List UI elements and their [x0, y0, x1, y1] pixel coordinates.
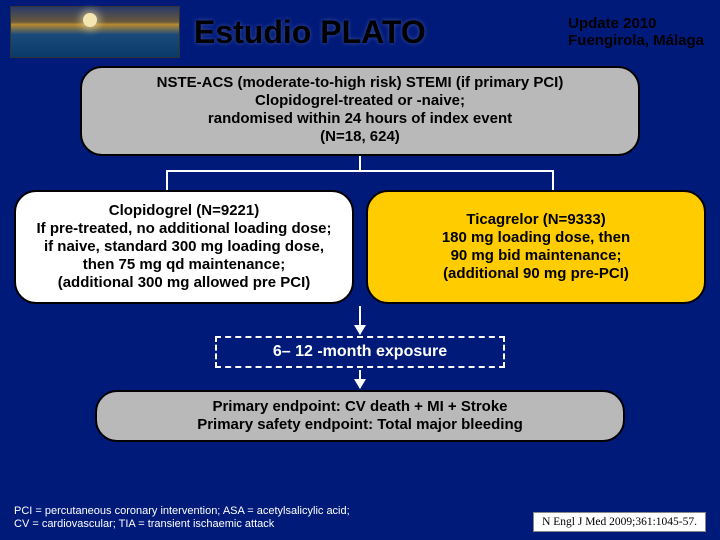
arm-right-line2: 180 mg loading dose, then	[442, 229, 630, 246]
population-line4: (N=18, 624)	[320, 128, 400, 145]
header: Estudio PLATO Update 2010 Fuengirola, Má…	[0, 0, 720, 62]
connector-split	[80, 156, 640, 190]
population-box: NSTE-ACS (moderate-to-high risk) STEMI (…	[80, 66, 640, 156]
connector-hbar	[166, 170, 554, 172]
endpoint-line1: Primary endpoint: CV death + MI + Stroke	[212, 398, 507, 415]
exposure-box: 6– 12 -month exposure	[215, 336, 505, 368]
arm-right-line4: (additional 90 mg pre-PCI)	[443, 265, 629, 282]
arm-clopidogrel: Clopidogrel (N=9221) If pre-treated, no …	[14, 190, 354, 304]
endpoint-line2: Primary safety endpoint: Total major ble…	[197, 416, 523, 433]
connector-drop-right	[552, 170, 554, 190]
abbreviations: PCI = percutaneous coronary intervention…	[14, 505, 350, 533]
header-photo	[10, 6, 180, 58]
flowchart: NSTE-ACS (moderate-to-high risk) STEMI (…	[0, 62, 720, 442]
population-line3: randomised within 24 hours of index even…	[208, 110, 512, 127]
population-line1: NSTE-ACS (moderate-to-high risk) STEMI (…	[157, 74, 564, 91]
citation-badge: N Engl J Med 2009;361:1045-57.	[533, 512, 706, 532]
arms-row: Clopidogrel (N=9221) If pre-treated, no …	[12, 190, 708, 304]
arrow-to-endpoint	[359, 370, 361, 388]
abbrev-line1: PCI = percutaneous coronary intervention…	[14, 505, 350, 517]
arm-left-line2: If pre-treated, no additional loading do…	[36, 220, 331, 237]
arm-right-line3: 90 mg bid maintenance;	[451, 247, 622, 264]
endpoint-box: Primary endpoint: CV death + MI + Stroke…	[95, 390, 625, 442]
arm-left-line1: Clopidogrel (N=9221)	[109, 202, 259, 219]
arm-right-line1: Ticagrelor (N=9333)	[466, 211, 605, 228]
subtitle-line1: Update 2010	[568, 15, 656, 32]
arm-left-line3: if naive, standard 300 mg loading dose,	[44, 238, 324, 255]
connector-drop-left	[166, 170, 168, 190]
population-line2: Clopidogrel-treated or -naive;	[255, 92, 465, 109]
page-title: Estudio PLATO	[194, 14, 554, 51]
subtitle-line2: Fuengirola, Málaga	[568, 32, 704, 49]
arrow-to-exposure	[359, 306, 361, 334]
connector-trunk	[359, 156, 361, 170]
arm-ticagrelor: Ticagrelor (N=9333) 180 mg loading dose,…	[366, 190, 706, 304]
moon-icon	[83, 13, 97, 27]
page-subtitle: Update 2010 Fuengirola, Málaga	[568, 15, 710, 50]
abbrev-line2: CV = cardiovascular; TIA = transient isc…	[14, 518, 274, 530]
arm-left-line4: then 75 mg qd maintenance;	[83, 256, 286, 273]
footer: PCI = percutaneous coronary intervention…	[0, 505, 720, 533]
arm-left-line5: (additional 300 mg allowed pre PCI)	[58, 274, 311, 291]
